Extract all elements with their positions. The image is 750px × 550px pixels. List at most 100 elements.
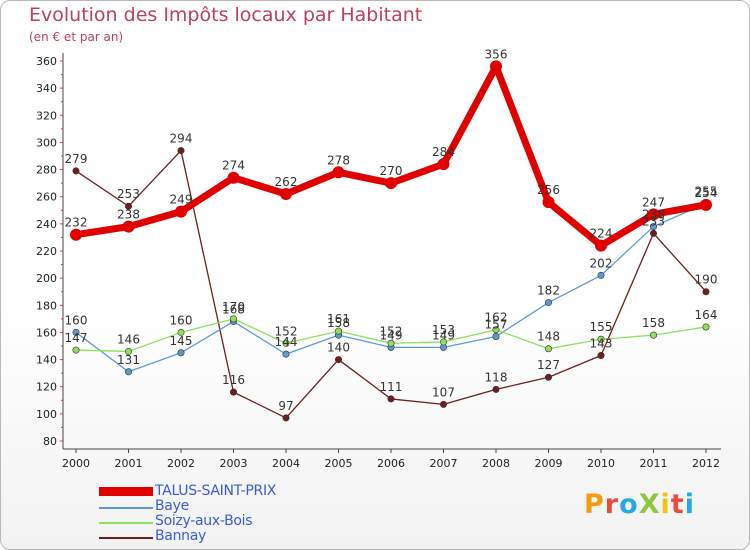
data-point	[439, 400, 447, 408]
data-label: 254	[695, 186, 718, 200]
data-point	[702, 288, 710, 296]
x-tick-label: 2006	[377, 457, 405, 470]
data-point	[175, 205, 187, 218]
chart-subtitle: (en € et par an)	[29, 30, 124, 44]
x-tick-label: 2005	[325, 457, 353, 470]
data-point	[282, 339, 290, 347]
y-tick-label: 240	[36, 218, 57, 231]
data-label: 356	[485, 47, 508, 61]
data-point	[230, 388, 238, 396]
data-label: 294	[170, 132, 193, 146]
proxiti-logo: ProXiti	[584, 489, 695, 520]
legend-label-bannay: Bannay	[155, 528, 206, 544]
x-tick-label: 2009	[535, 457, 563, 470]
data-point	[227, 171, 240, 184]
data-point	[649, 229, 657, 237]
x-tick-label: 2012	[692, 457, 720, 470]
y-tick-label: 160	[36, 326, 57, 339]
legend-label-baye: Baye	[155, 498, 189, 514]
legend-swatch-bannay	[99, 537, 153, 539]
data-label: 190	[695, 273, 718, 287]
data-label: 147	[65, 331, 88, 345]
data-point	[385, 177, 397, 190]
data-point	[177, 349, 185, 357]
logo-letter: o	[619, 489, 639, 520]
data-point	[649, 223, 657, 231]
data-point	[125, 347, 133, 355]
data-point	[597, 351, 605, 359]
data-label: 127	[537, 358, 560, 372]
data-label: 182	[537, 284, 560, 298]
logo-letter: X	[638, 489, 661, 520]
data-label: 249	[170, 193, 193, 207]
data-point	[282, 414, 290, 422]
data-point	[595, 239, 607, 252]
logo-letter: P	[584, 489, 605, 520]
data-label: 274	[222, 159, 245, 173]
data-point	[597, 271, 605, 279]
data-label: 143	[590, 337, 613, 351]
data-point	[72, 167, 80, 175]
data-label: 168	[222, 303, 245, 317]
y-tick-label: 120	[36, 381, 57, 394]
x-tick-label: 2010	[587, 457, 615, 470]
y-tick-label: 180	[36, 299, 57, 312]
data-label: 279	[65, 152, 88, 166]
data-label: 224	[590, 227, 613, 241]
logo-letter: i	[684, 489, 695, 520]
data-point	[177, 328, 185, 336]
data-label: 116	[222, 373, 245, 387]
data-label: 149	[380, 328, 403, 342]
y-tick-label: 80	[43, 435, 57, 448]
y-tick-label: 220	[36, 245, 57, 258]
data-label: 232	[65, 216, 88, 230]
data-point	[544, 373, 552, 381]
y-tick-label: 140	[36, 354, 57, 367]
y-tick-label: 320	[36, 109, 57, 122]
data-point	[334, 356, 342, 364]
y-tick-label: 280	[36, 164, 57, 177]
y-tick-label: 100	[36, 408, 57, 421]
x-tick-label: 2004	[272, 457, 300, 470]
data-point	[122, 220, 135, 233]
data-point	[647, 208, 660, 221]
data-point	[542, 196, 555, 209]
data-label: 256	[537, 183, 560, 197]
data-label: 255	[695, 185, 718, 199]
logo-letter: i	[660, 489, 671, 520]
data-point	[544, 345, 552, 353]
data-label: 146	[117, 332, 140, 346]
data-label: 160	[170, 313, 193, 327]
x-tick-label: 2001	[115, 457, 143, 470]
data-point	[702, 323, 710, 331]
data-point	[125, 202, 133, 210]
data-label: 247	[642, 195, 665, 209]
legend-label-soizy: Soizy-aux-Bois	[155, 513, 253, 529]
x-tick-label: 2003	[220, 457, 248, 470]
x-tick-label: 2007	[430, 457, 458, 470]
x-tick-label: 2002	[167, 457, 195, 470]
data-label: 162	[485, 311, 508, 325]
data-label: 107	[432, 385, 455, 399]
data-point	[334, 327, 342, 335]
data-label: 153	[432, 323, 455, 337]
data-label: 155	[590, 320, 613, 334]
chart-title: Evolution des Impôts locaux par Habitant	[29, 4, 423, 26]
data-label: 111	[380, 380, 403, 394]
legend-label-talus: TALUS-SAINT-PRIX	[155, 483, 277, 499]
x-tick-label: 2011	[640, 457, 668, 470]
legend-swatch-soizy	[99, 522, 153, 524]
data-label: 238	[642, 208, 665, 222]
data-point	[439, 338, 447, 346]
series-line-3	[75, 149, 707, 419]
data-label: 270	[380, 164, 403, 178]
data-label: 233	[642, 214, 665, 228]
y-tick-label: 360	[36, 55, 57, 68]
data-label: 144	[275, 335, 298, 349]
data-point	[125, 368, 133, 376]
legend-swatch-baye	[99, 507, 153, 509]
data-label: 170	[222, 300, 245, 314]
data-label: 131	[117, 353, 140, 367]
data-point	[177, 147, 185, 155]
